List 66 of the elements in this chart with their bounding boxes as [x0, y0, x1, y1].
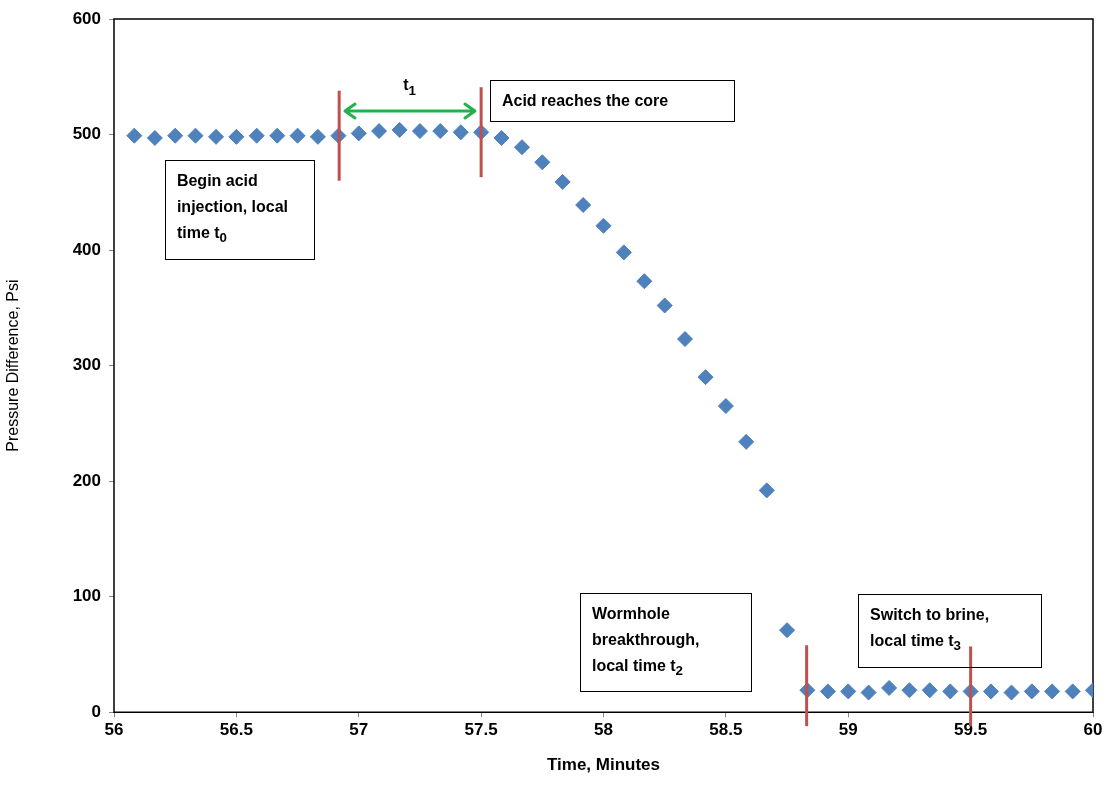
point — [738, 433, 755, 450]
annotation: Begin acid injection, local time t$_{0}$ — [176, 172, 289, 246]
point — [575, 197, 592, 214]
point — [942, 683, 959, 700]
point — [228, 128, 245, 145]
point — [860, 684, 877, 701]
point — [1064, 683, 1081, 700]
x-tick-label: 57.5 — [464, 720, 498, 740]
x-tick-label: 59.5 — [954, 720, 988, 740]
point — [615, 244, 632, 261]
point — [779, 622, 796, 639]
point — [289, 127, 306, 144]
point — [595, 217, 612, 234]
point — [534, 154, 551, 171]
point — [881, 679, 898, 696]
point — [1044, 683, 1061, 700]
x-tick-label: 60 — [1083, 720, 1103, 740]
point — [391, 121, 408, 138]
y-tick-label: 500 — [72, 124, 101, 144]
x-axis-title: Time, Minutes — [546, 755, 661, 775]
point — [554, 173, 571, 190]
point — [493, 130, 510, 146]
x-tick-label: 59 — [838, 720, 858, 740]
y-tick-label: 100 — [72, 586, 101, 606]
point — [677, 331, 693, 348]
point — [350, 125, 367, 142]
point — [309, 128, 326, 145]
x-tick-label: 58.5 — [709, 720, 743, 740]
annotation: Switch to brine, local time t$_{3}$ — [870, 606, 990, 654]
y-tick-label: 300 — [72, 355, 101, 375]
point — [819, 683, 836, 700]
point — [167, 127, 184, 144]
point — [697, 369, 714, 386]
point — [126, 127, 143, 144]
point — [901, 682, 918, 699]
annotation: Wormhole breakthrough, local time t$_{2}$ — [592, 604, 700, 679]
point — [758, 482, 775, 499]
point — [656, 297, 673, 314]
point — [982, 683, 999, 700]
point — [921, 682, 938, 699]
annotation: Acid reaches the core — [501, 92, 669, 109]
x-tick-label: 58 — [594, 720, 613, 740]
annotation: t$_{1}$ — [403, 76, 417, 98]
point — [1023, 683, 1040, 700]
point — [432, 123, 449, 140]
x-tick-label: 56.5 — [219, 720, 253, 740]
point — [1003, 684, 1020, 701]
x-tick-label: 56 — [104, 720, 124, 740]
y-tick-label: 600 — [72, 8, 101, 28]
point — [208, 128, 225, 145]
y-tick-label: 0 — [91, 701, 101, 721]
point — [146, 130, 163, 146]
point — [371, 123, 388, 140]
point — [248, 127, 265, 144]
point — [636, 273, 653, 290]
y-axis-title: Pressure Difference, Psi — [4, 279, 22, 452]
y-tick-label: 400 — [72, 239, 101, 259]
point — [187, 127, 204, 144]
point — [411, 123, 428, 140]
x-tick-label: 57 — [349, 720, 369, 740]
point — [840, 683, 857, 700]
y-tick-label: 200 — [72, 470, 101, 490]
point — [717, 398, 734, 415]
point — [269, 127, 286, 144]
point — [452, 124, 469, 141]
point — [514, 139, 530, 156]
